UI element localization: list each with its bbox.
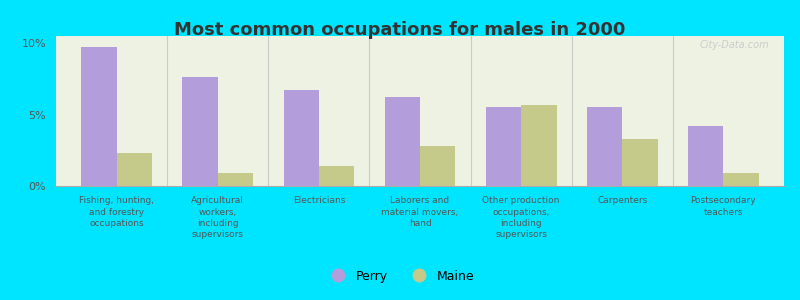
Bar [420, 146, 455, 186]
Text: Most common occupations for males in 2000: Most common occupations for males in 200… [174, 21, 626, 39]
Bar [218, 173, 253, 186]
Bar [521, 105, 557, 186]
Bar [723, 173, 758, 186]
Bar [82, 47, 117, 186]
Bar [283, 90, 319, 186]
Bar [385, 98, 420, 186]
Text: City-Data.com: City-Data.com [700, 40, 770, 50]
Bar [622, 139, 658, 186]
Legend: Perry, Maine: Perry, Maine [321, 265, 479, 288]
Bar [117, 153, 152, 186]
Bar [486, 107, 521, 186]
Bar [182, 77, 218, 186]
Bar [319, 166, 354, 186]
Bar [688, 126, 723, 186]
Bar [587, 107, 622, 186]
